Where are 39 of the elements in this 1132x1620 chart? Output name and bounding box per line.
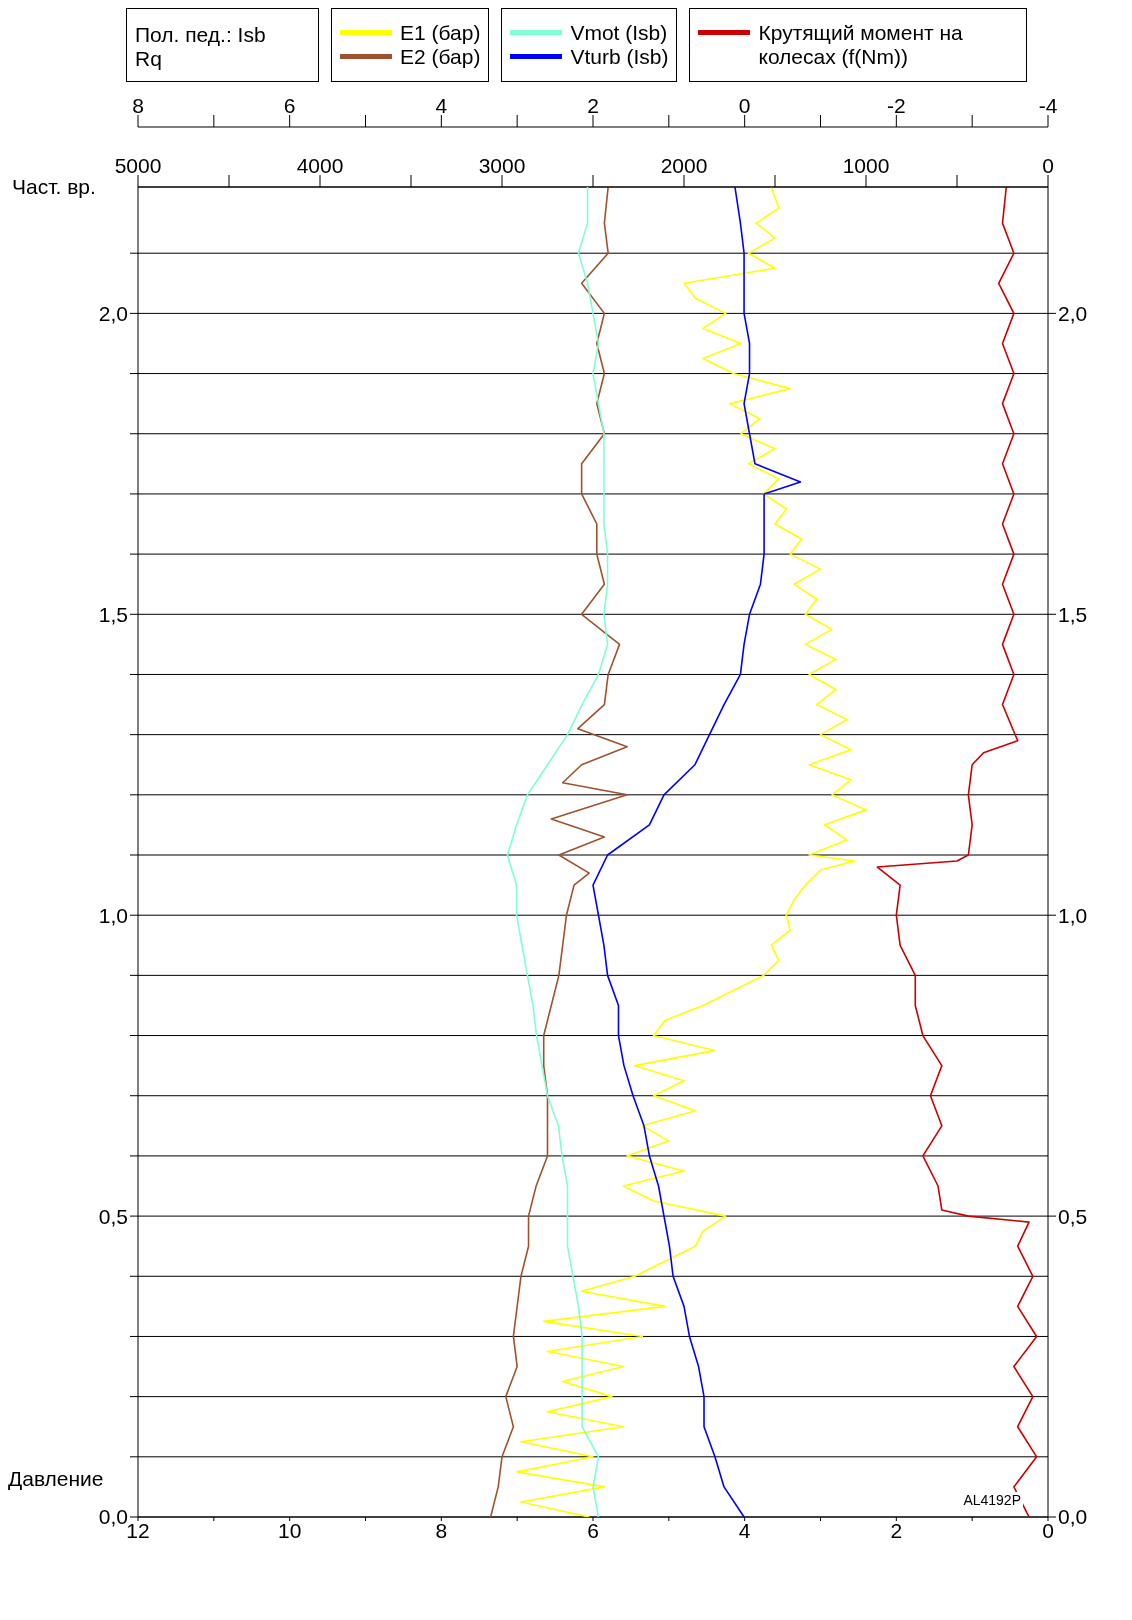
- legend-label: E2 (бар): [400, 45, 481, 69]
- x2-tick-label: 6: [283, 94, 296, 117]
- x-tick-label: 0: [1042, 1518, 1054, 1542]
- x-tick-label: 6: [587, 1518, 599, 1542]
- y-axis-title: Част. вр.: [12, 175, 96, 199]
- legend-label: Крутящий момент на колесах (f(Nm)): [758, 21, 964, 69]
- x-tick-label: 8: [435, 1518, 448, 1542]
- x-tick-label: 0: [1042, 154, 1054, 177]
- x-axis-title: Давление: [8, 1467, 104, 1491]
- x-tick-label: 5000: [114, 154, 162, 177]
- x-tick-label: 2000: [660, 154, 708, 177]
- x-tick-label: 2: [890, 1518, 903, 1542]
- legend-label: Vturb (Isb): [570, 45, 669, 69]
- x2-tick-label: -4: [1038, 94, 1058, 117]
- legend-label: Vmot (Isb): [570, 21, 668, 45]
- legend-title: Пол. пед.: Isb Rq: [126, 8, 319, 82]
- y2-tick-label: 0,5: [1058, 1204, 1088, 1228]
- y2-tick-label: 0,0: [1058, 1505, 1088, 1529]
- y2-tick-label: 1,5: [1058, 602, 1088, 626]
- y-tick-label: 0,5: [98, 1204, 128, 1228]
- x-tick-label: 4: [738, 1518, 751, 1542]
- y-tick-label: 1,5: [98, 602, 128, 626]
- x-tick-label: 3000: [478, 154, 526, 177]
- x-tick-label: 12: [126, 1518, 150, 1542]
- y-tick-label: 2,0: [98, 301, 128, 325]
- x2-tick-label: 8: [132, 94, 144, 117]
- y2-tick-label: 2,0: [1058, 301, 1088, 325]
- x2-tick-label: 2: [587, 94, 599, 117]
- legend-label: E1 (бар): [400, 21, 481, 45]
- x2-tick-label: 4: [435, 94, 448, 117]
- x-tick-label: 1000: [842, 154, 890, 177]
- x-tick-label: 4000: [296, 154, 344, 177]
- y-tick-label: 0,0: [98, 1505, 128, 1529]
- annotation: AL4192P: [961, 1492, 1023, 1508]
- y2-tick-label: 1,0: [1058, 903, 1088, 927]
- x2-tick-label: 0: [738, 94, 751, 117]
- x2-tick-label: -2: [886, 94, 906, 117]
- y-tick-label: 1,0: [98, 903, 128, 927]
- x-tick-label: 10: [277, 1518, 302, 1542]
